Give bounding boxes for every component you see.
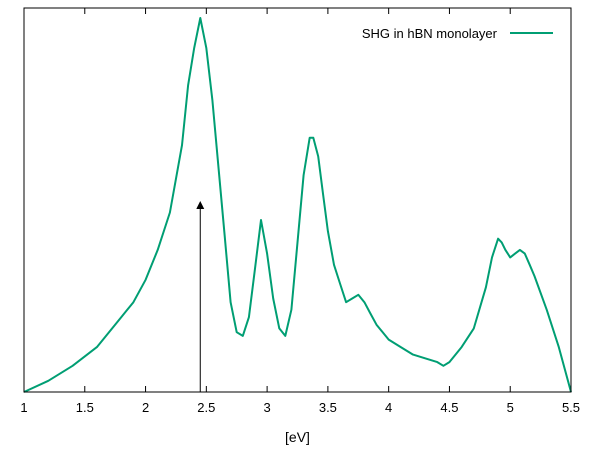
x-tick-label: 2: [142, 400, 149, 415]
series-line: [23, 17, 572, 393]
x-tick-label: 4.5: [440, 400, 458, 415]
x-tick-label: 5.5: [562, 400, 580, 415]
x-axis-label: [eV]: [285, 429, 310, 445]
x-tick-label: 4: [385, 400, 392, 415]
x-tick-label: 1.5: [76, 400, 94, 415]
x-tick-label: 1: [20, 400, 27, 415]
x-tick-label: 3: [263, 400, 270, 415]
series-layer: [23, 17, 572, 393]
x-tick-label: 3.5: [319, 400, 337, 415]
legend: SHG in hBN monolayer: [362, 26, 553, 41]
plot-frame: [23, 7, 572, 393]
legend-label: SHG in hBN monolayer: [362, 26, 498, 41]
x-tick-label: 5: [507, 400, 514, 415]
x-axis-ticks: 1 1.5 2 2.5 3 3.5 4 4.5 5 5.5: [20, 8, 580, 415]
x-tick-label: 2.5: [197, 400, 215, 415]
